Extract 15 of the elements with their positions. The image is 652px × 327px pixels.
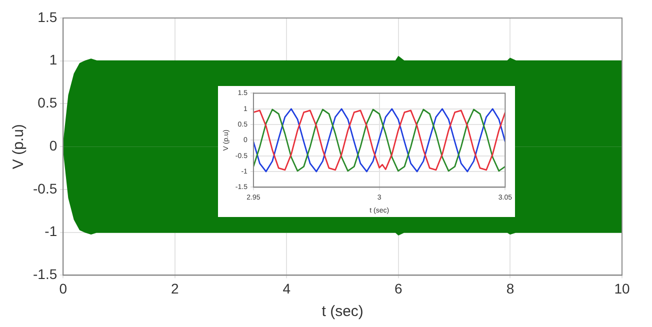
y-tick-label: -1 bbox=[44, 223, 58, 240]
x-axis-title: t (sec) bbox=[322, 303, 364, 320]
y-tick-label: 1.5 bbox=[38, 8, 58, 25]
x-tick-label: 0 bbox=[59, 280, 68, 296]
y-tick-label: 0.5 bbox=[38, 94, 58, 111]
x-tick-label: 10 bbox=[614, 280, 630, 296]
y-tick-label: 0 bbox=[49, 137, 58, 154]
x-tick-label: 8 bbox=[506, 280, 514, 296]
x-tick-label: 6 bbox=[394, 280, 403, 296]
x-tick-label: 2 bbox=[171, 280, 179, 296]
y-tick-label: 1 bbox=[49, 52, 58, 68]
y-tick-label: -1.5 bbox=[33, 266, 58, 282]
x-tick-label: 4 bbox=[282, 280, 291, 296]
y-tick-label: -0.5 bbox=[33, 180, 58, 196]
y-axis-title: V (p.u) bbox=[10, 124, 28, 170]
